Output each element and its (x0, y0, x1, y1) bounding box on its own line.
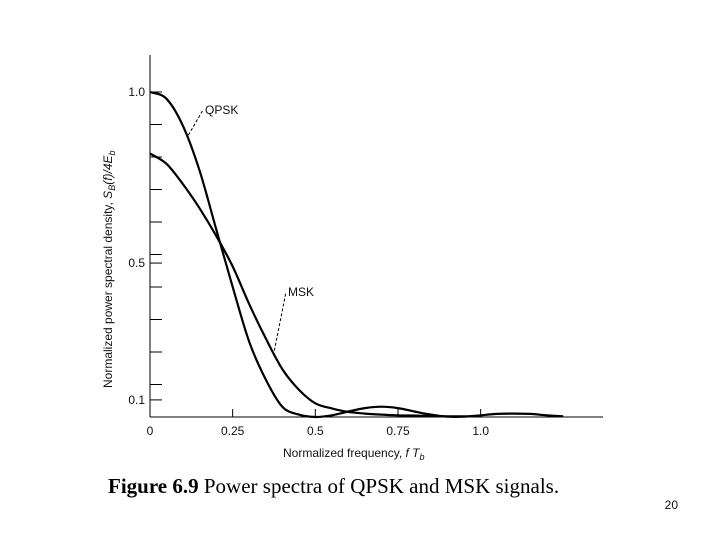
figure-label: Figure 6.9 (108, 474, 199, 498)
series-line-msk (149, 152, 481, 418)
annotation-label-qpsk: QPSK (205, 103, 238, 117)
series-line-qpsk (149, 90, 564, 419)
figure-caption: Figure 6.9 Power spectra of QPSK and MSK… (108, 474, 668, 499)
x-tick-label: 0.25 (221, 424, 245, 438)
x-axis-label: Normalized frequency, f Tb (283, 446, 425, 462)
annotation-leader-msk (273, 291, 287, 351)
chart-annotations: QPSK MSK (187, 103, 314, 351)
annotation-leader-qpsk (187, 109, 204, 136)
figure-caption-text: Power spectra of QPSK and MSK signals. (198, 474, 560, 498)
chart-ticks: 1.0 0.5 0.1 0 0.25 0.5 0.75 1.0 (128, 85, 489, 438)
x-tick-label: 0 (147, 424, 154, 438)
x-tick-label: 1.0 (472, 424, 489, 438)
chart-axes (149, 55, 603, 418)
y-tick-label: 0.1 (128, 393, 145, 407)
y-tick-label: 1.0 (128, 85, 145, 99)
chart-series (149, 90, 564, 419)
annotation-label-msk: MSK (288, 285, 314, 299)
y-axis-label: Normalized power spectral density, SB(f)… (101, 150, 117, 388)
x-tick-label: 0.5 (307, 424, 324, 438)
page-number: 20 (664, 498, 678, 512)
y-tick-label: 0.5 (128, 256, 145, 270)
x-tick-label: 0.75 (386, 424, 410, 438)
